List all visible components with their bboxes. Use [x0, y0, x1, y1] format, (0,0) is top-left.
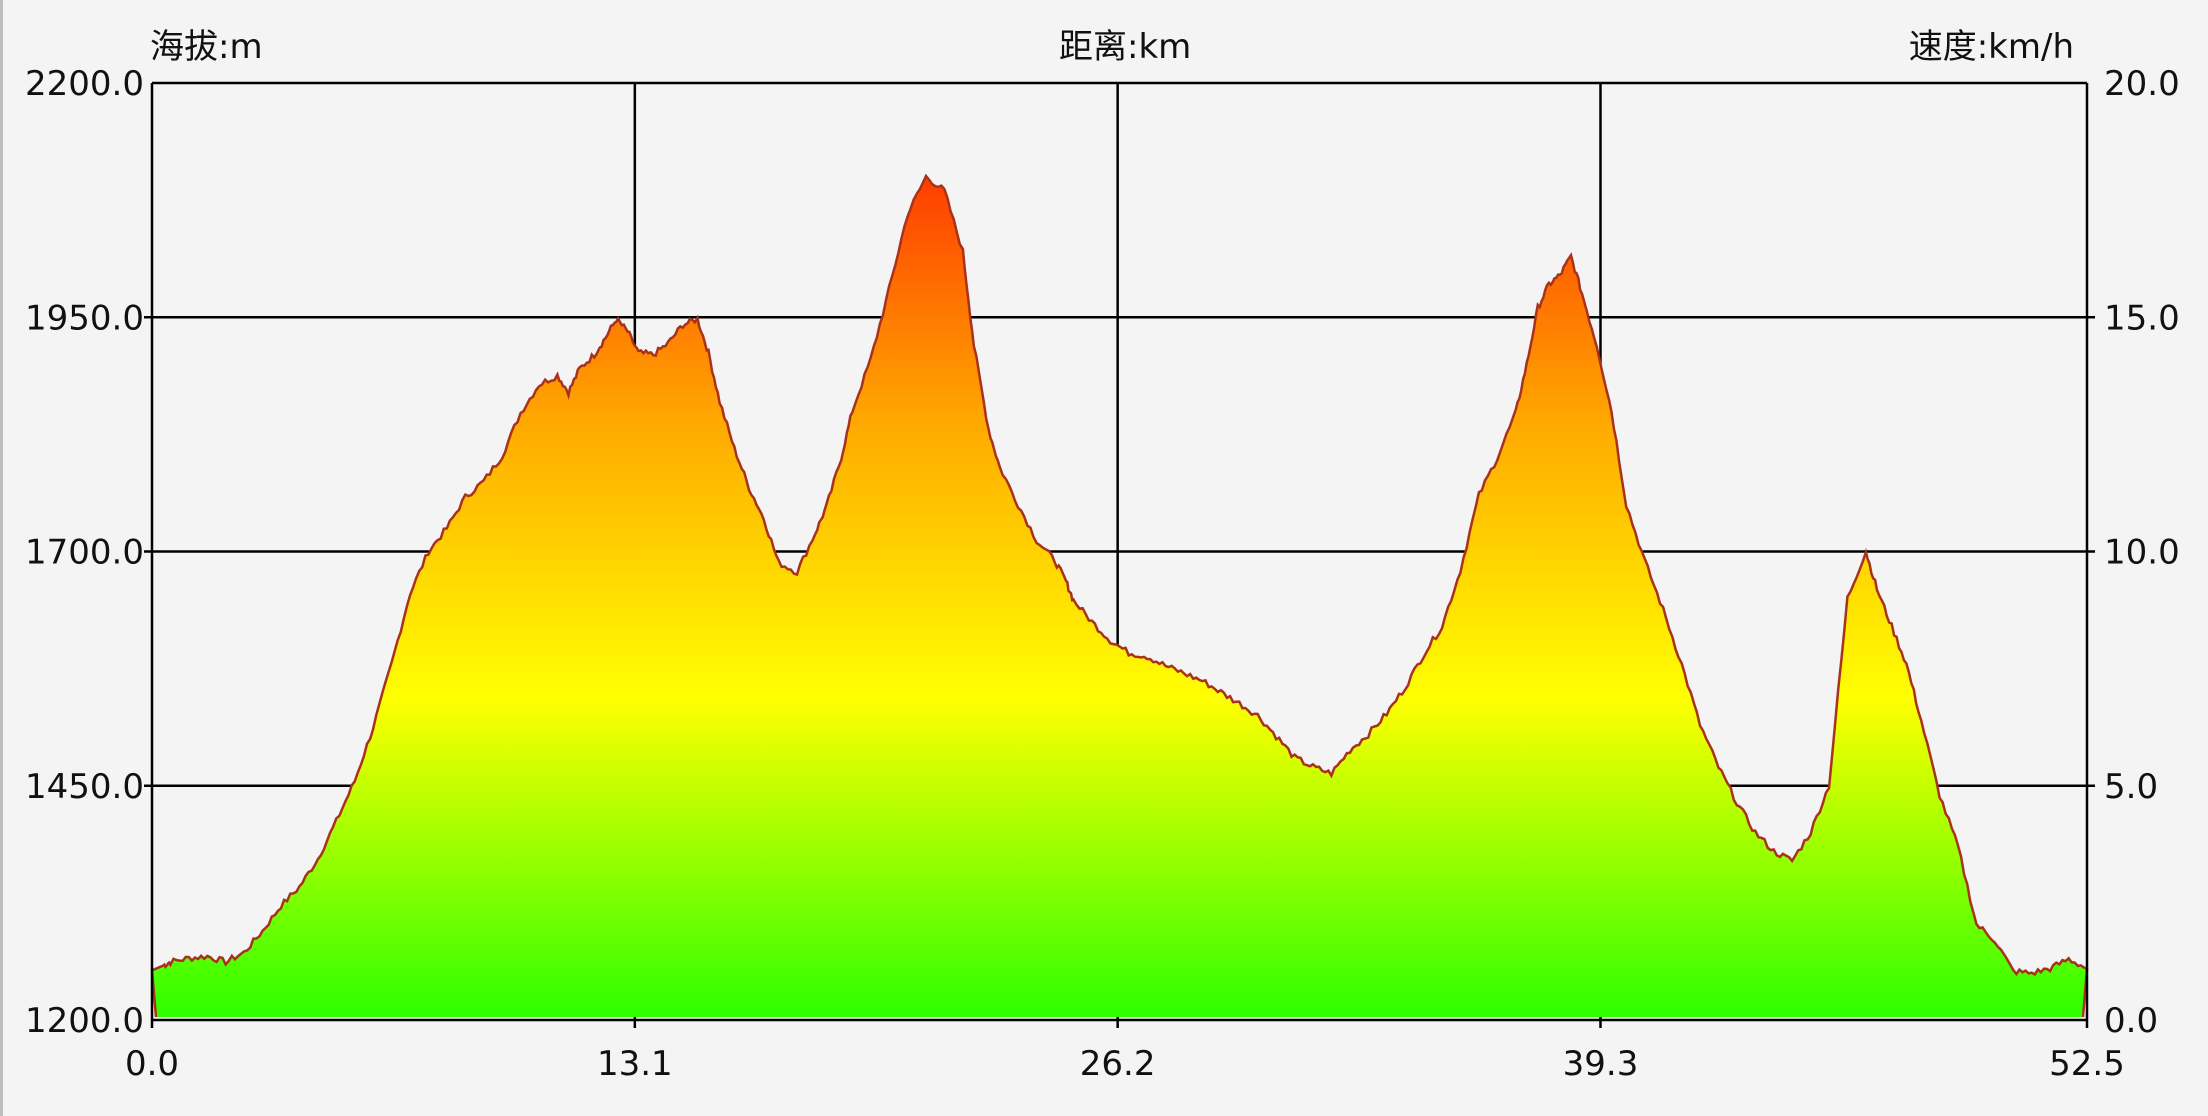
- y-left-tick-label: 2200.0: [25, 64, 144, 104]
- y-right-tick-label: 15.0: [2104, 298, 2180, 338]
- plot-frame: [150, 81, 2089, 1028]
- top-axis-title: 距离:km: [1059, 27, 1191, 67]
- y-right-tick-label: 0.0: [2104, 1001, 2158, 1041]
- y-left-tick-label: 1700.0: [25, 533, 144, 573]
- y-left-tick-label: 1950.0: [25, 298, 144, 338]
- x-tick-label: 13.1: [597, 1044, 673, 1084]
- y-right-tick-label: 20.0: [2104, 64, 2180, 104]
- tick-labels: 0.0 13.1 26.2 39.3 52.5 2200.0 1950.0 1700.0 145…: [25, 64, 2180, 1084]
- right-axis-title: 速度:km/h: [1909, 27, 2074, 67]
- x-tick-label: 52.5: [2049, 1044, 2125, 1084]
- y-left-tick-label: 1450.0: [25, 767, 144, 807]
- y-right-tick-label: 10.0: [2104, 533, 2180, 573]
- elevation-line: [150, 173, 2089, 1018]
- y-right-tick-label: 5.0: [2104, 767, 2158, 807]
- x-tick-label: 0.0: [125, 1044, 179, 1084]
- window-edge: [0, 0, 3, 1116]
- elevation-area: [152, 176, 2087, 1017]
- left-axis-title: 海拔:m: [150, 27, 263, 67]
- y-left-tick-label: 1200.0: [25, 1001, 144, 1041]
- x-tick-label: 39.3: [1563, 1044, 1639, 1084]
- x-tick-label: 26.2: [1080, 1044, 1156, 1084]
